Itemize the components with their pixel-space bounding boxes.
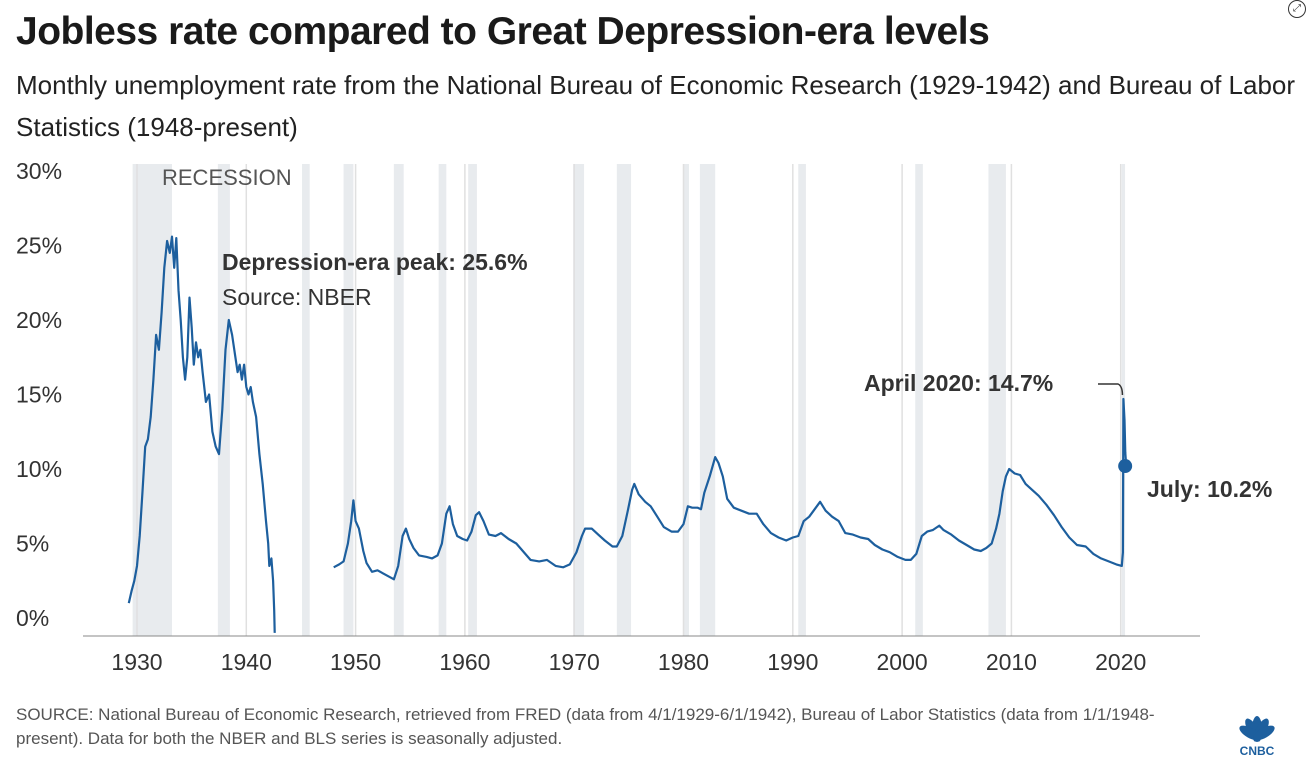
series-line xyxy=(333,397,1128,581)
annotations: Depression-era peak: 25.6% Source: NBER … xyxy=(222,249,1272,502)
y-tick-label: 20% xyxy=(16,307,62,333)
x-axis-ticks: 1930 1940 1950 1960 1970 1980 1990 2000 2010 2020 xyxy=(111,649,1146,675)
y-axis-ticks: 0% 5% 10% 15% 20% 25% 30% xyxy=(16,158,62,631)
recession-band xyxy=(616,164,632,636)
recession-band xyxy=(393,164,404,636)
y-tick-label: 10% xyxy=(16,456,62,482)
x-tick-label: 1990 xyxy=(767,649,818,675)
recession-band xyxy=(573,164,585,636)
recession-band xyxy=(343,164,354,636)
april-connector-line xyxy=(1098,383,1124,395)
recession-label: RECESSION xyxy=(162,165,292,190)
july-point xyxy=(1118,459,1133,474)
series-lines xyxy=(127,235,1128,633)
x-tick-label: 2010 xyxy=(986,649,1037,675)
recession-bands xyxy=(132,164,1126,636)
y-tick-label: 5% xyxy=(16,531,49,557)
recession-band xyxy=(699,164,716,636)
x-tick-label: 1970 xyxy=(549,649,600,675)
recession-band xyxy=(438,164,447,636)
depression-peak-label: Depression-era peak: 25.6% xyxy=(222,249,528,275)
x-tick-label: 1930 xyxy=(111,649,162,675)
chart-subtitle: Monthly unemployment rate from the Natio… xyxy=(16,70,1296,142)
unemployment-chart: RECESSION 0%5%10%15%20%25%30% 1930 1940 19… xyxy=(16,158,1272,675)
y-tick-label: 30% xyxy=(16,158,62,184)
y-tick-label: 25% xyxy=(16,233,62,259)
chart-title: Jobless rate compared to Great Depressio… xyxy=(16,10,990,53)
y-tick-label: 0% xyxy=(16,605,49,631)
depression-source-label: Source: NBER xyxy=(222,284,372,310)
series-line xyxy=(127,235,276,633)
source-note: SOURCE: National Bureau of Economic Rese… xyxy=(16,705,1155,748)
y-tick-label: 15% xyxy=(16,382,62,408)
recession-band xyxy=(302,164,310,636)
recession-band xyxy=(915,164,923,636)
x-tick-label: 1980 xyxy=(658,649,709,675)
cnbc-peacock-logo: CNBC xyxy=(1239,716,1275,757)
expand-icon[interactable]: ⤢ xyxy=(1288,0,1306,18)
x-tick-label: 1940 xyxy=(221,649,272,675)
x-tick-label: 1950 xyxy=(330,649,381,675)
x-tick-label: 1960 xyxy=(439,649,490,675)
july-label: July: 10.2% xyxy=(1147,476,1272,502)
x-tick-label: 2020 xyxy=(1095,649,1146,675)
x-tick-label: 2000 xyxy=(877,649,928,675)
cnbc-logo-text: CNBC xyxy=(1240,744,1275,757)
recession-band xyxy=(798,164,806,636)
april-2020-label: April 2020: 14.7% xyxy=(864,370,1053,396)
recession-band xyxy=(988,164,1006,636)
recession-band xyxy=(468,164,477,636)
recession-band xyxy=(683,164,689,636)
grid-lines xyxy=(136,164,1122,636)
